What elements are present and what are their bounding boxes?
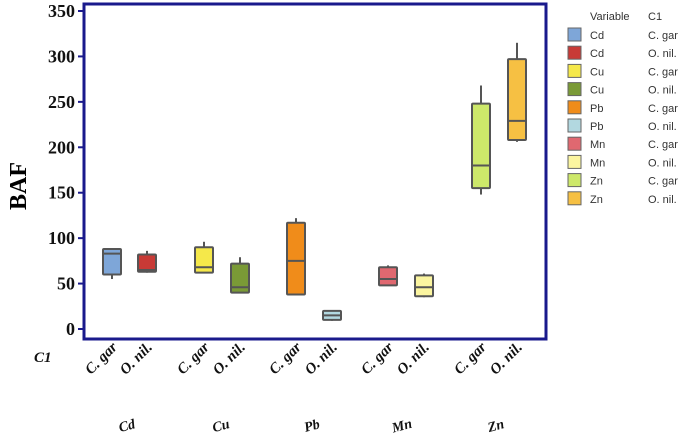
box-body: [102, 248, 122, 276]
y-tick-label: 250: [48, 92, 75, 112]
legend-swatch: [567, 27, 582, 42]
legend-c1: C. gar: [648, 139, 678, 151]
x-category-label: O. nil.: [117, 340, 156, 379]
x-category-label: O. nil.: [302, 340, 341, 379]
legend-variable: Cd: [590, 30, 604, 42]
legend-variable: Cu: [590, 85, 604, 97]
legend-header-c1: C1: [648, 11, 662, 23]
box-body: [137, 253, 157, 273]
legend-item: Pb C. gar: [567, 100, 678, 115]
group-label-cd: Cd: [117, 417, 138, 436]
box-cd-c-gar: [102, 248, 122, 280]
x-category-label: C. gar: [451, 339, 490, 378]
box-body: [230, 262, 250, 294]
x-category-label: C. gar: [266, 339, 305, 378]
legend-c1: O. nil.: [648, 157, 677, 169]
legend-item: Cu O. nil.: [567, 82, 677, 97]
box-body: [471, 102, 491, 190]
legend-swatch: [567, 154, 582, 169]
legend-item: Pb O. nil.: [567, 118, 677, 133]
legend-variable: Zn: [590, 194, 603, 206]
box-zn-o-nil: [507, 42, 527, 142]
legend-swatch: [567, 136, 582, 151]
group-label-cu: Cu: [211, 417, 232, 436]
y-tick-label: 200: [48, 137, 75, 157]
box-cu-o-nil: [230, 257, 250, 294]
legend-swatch: [567, 118, 582, 133]
box-body: [378, 266, 398, 287]
x-category-label: C. gar: [82, 339, 121, 378]
box-zn-c-gar: [471, 85, 491, 195]
x-category-label: C. gar: [358, 339, 397, 378]
legend-swatch: [567, 191, 582, 206]
y-tick-label: 350: [48, 1, 75, 21]
y-tick-label: 50: [57, 274, 75, 294]
legend-variable: Pb: [590, 103, 603, 115]
box-body: [286, 221, 306, 296]
legend-c1: O. nil.: [648, 85, 677, 97]
legend: Variable C1 Cd C. gar Cd O. nil. Cu C. gar Cu O. …: [567, 11, 678, 206]
legend-c1: O. nil.: [648, 121, 677, 133]
box-body: [194, 246, 214, 274]
box-mn-c-gar: [378, 265, 398, 287]
c1-row-label: C1: [34, 350, 52, 366]
box-cu-c-gar: [194, 241, 214, 274]
x-category-label: O. nil.: [394, 340, 433, 379]
legend-item: Mn C. gar: [567, 136, 678, 151]
box-body: [507, 58, 527, 142]
group-label-pb: Pb: [303, 417, 322, 436]
legend-variable: Mn: [590, 157, 605, 169]
box-mn-o-nil: [414, 273, 434, 298]
plot-area: [82, 2, 548, 341]
group-label-zn: Zn: [485, 417, 506, 436]
legend-item: Zn C. gar: [567, 173, 678, 188]
box-cd-o-nil: [137, 250, 157, 273]
legend-item: Mn O. nil.: [567, 154, 677, 169]
legend-swatch: [567, 173, 582, 188]
y-tick-label: 300: [48, 46, 75, 66]
legend-variable: Mn: [590, 139, 605, 151]
legend-swatch: [567, 45, 582, 60]
x-category-label: C. gar: [174, 339, 213, 378]
box-body: [414, 274, 434, 298]
x-category-label: O. nil.: [210, 340, 249, 379]
legend-item: Cd C. gar: [567, 27, 678, 42]
legend-swatch: [567, 63, 582, 78]
legend-item: Cu C. gar: [567, 63, 678, 78]
legend-item: Cd O. nil.: [567, 45, 677, 60]
group-label-mn: Mn: [389, 417, 414, 437]
plot-frame: [82, 2, 548, 341]
y-axis: 0 50 100 150 200 250 300 350: [48, 1, 84, 339]
legend-header-variable: Variable: [590, 11, 630, 23]
legend-variable: Cu: [590, 66, 604, 78]
y-tick-label: 0: [66, 319, 75, 339]
y-axis-label: BAF: [6, 162, 32, 210]
legend-variable: Cd: [590, 48, 604, 60]
legend-c1: O. nil.: [648, 194, 677, 206]
legend-swatch: [567, 82, 582, 97]
box-pb-c-gar: [286, 218, 306, 296]
legend-variable: Pb: [590, 121, 603, 133]
legend-swatch: [567, 100, 582, 115]
y-tick-label: 100: [48, 228, 75, 248]
x-category-label: O. nil.: [487, 340, 526, 379]
legend-c1: C. gar: [648, 103, 678, 115]
legend-c1: O. nil.: [648, 48, 677, 60]
legend-c1: C. gar: [648, 176, 678, 188]
y-tick-label: 150: [48, 183, 75, 203]
box-pb-o-nil: [322, 309, 342, 321]
legend-c1: C. gar: [648, 30, 678, 42]
legend-c1: C. gar: [648, 66, 678, 78]
legend-variable: Zn: [590, 176, 603, 188]
legend-item: Zn O. nil.: [567, 191, 677, 206]
